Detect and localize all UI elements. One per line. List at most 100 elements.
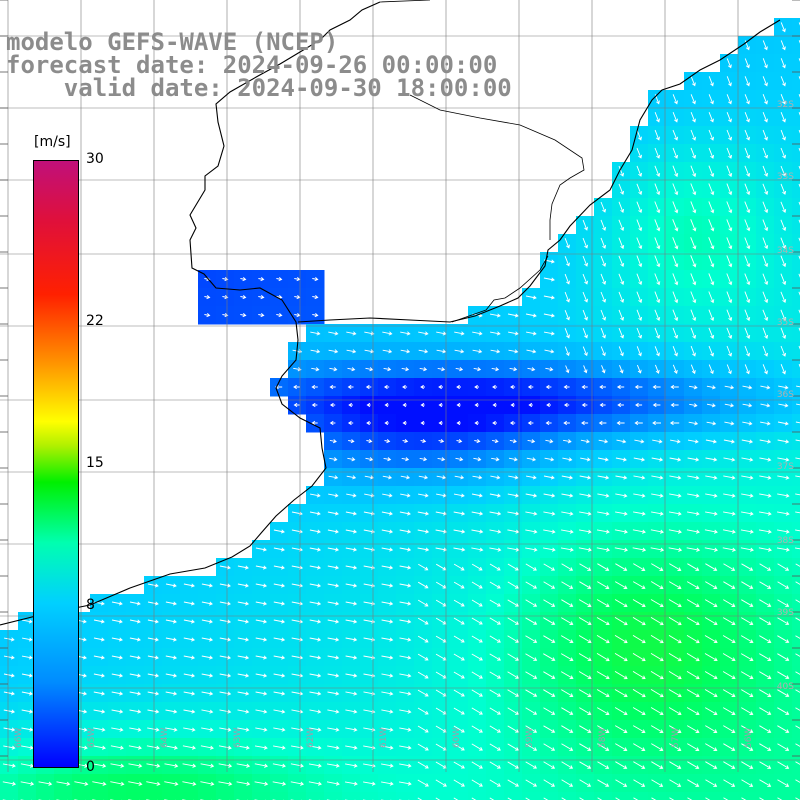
latitude-label: 38S (776, 536, 794, 546)
wind-arrow (93, 637, 105, 642)
wind-arrow (490, 475, 501, 480)
wind-arrow (633, 457, 646, 462)
wind-arrow (618, 273, 625, 285)
wind-arrow (636, 364, 642, 374)
wind-arrow (561, 725, 574, 733)
wind-arrow (651, 797, 657, 800)
wind-arrow (618, 309, 625, 321)
wind-arrow (777, 493, 790, 498)
wind-arrow (310, 493, 321, 498)
wind-arrow (310, 331, 321, 336)
wind-arrow (762, 76, 768, 87)
wind-arrow (381, 601, 394, 606)
wind-arrow (543, 313, 555, 318)
wind-arrow (777, 635, 790, 643)
wind-arrow (668, 725, 682, 733)
wind-arrow (399, 547, 412, 552)
wind-arrow (164, 745, 178, 750)
title-forecast-date: forecast date: 2024-09-26 00:00:00 (6, 51, 498, 79)
wind-arrow (762, 147, 769, 159)
wind-arrow (759, 475, 772, 480)
wind-arrow (579, 493, 592, 498)
wind-arrow (705, 761, 718, 769)
wind-arrow (579, 475, 592, 480)
wind-arrow (741, 707, 754, 715)
wind-arrow (255, 655, 268, 660)
wind-arrow (708, 327, 715, 339)
wind-arrow (633, 743, 646, 751)
wind-arrow (759, 689, 772, 697)
wind-arrow (579, 797, 585, 800)
wind-arrow (525, 797, 531, 800)
wind-arrow (255, 727, 268, 732)
wind-arrow (183, 583, 195, 588)
wind-arrow (651, 457, 664, 462)
wind-arrow (381, 781, 394, 786)
wind-arrow (507, 725, 520, 733)
wind-arrow (543, 599, 556, 607)
wind-arrow (435, 529, 448, 534)
wind-arrow (201, 727, 214, 732)
wind-arrow (454, 475, 465, 480)
wind-arrow (777, 581, 790, 589)
wind-arrow (381, 763, 394, 768)
wind-arrow (777, 653, 790, 661)
wind-arrow (726, 201, 733, 214)
wind-cell (792, 630, 800, 649)
wind-arrow (365, 457, 374, 462)
wind-arrow (399, 583, 412, 588)
wind-arrow (471, 689, 483, 697)
wind-arrow (668, 547, 683, 552)
wind-arrow (708, 201, 715, 214)
wind-arrow (616, 420, 625, 426)
wind-arrow (722, 653, 736, 662)
longitude-label: 59W (525, 727, 535, 748)
wind-arrows (2, 22, 800, 800)
wind-arrow (345, 637, 358, 642)
wind-cell (90, 792, 109, 800)
wind-arrow (402, 384, 408, 390)
wind-arrow (219, 601, 231, 606)
wind-arrow (492, 420, 497, 426)
wind-arrow (272, 763, 286, 768)
wind-arrow (146, 763, 161, 768)
wind-arrow (560, 547, 574, 552)
wind-arrow (704, 689, 718, 698)
wind-arrow (654, 129, 660, 141)
wind-arrow (255, 691, 268, 696)
longitude-label: 62W (306, 727, 316, 748)
wind-arrow (669, 493, 682, 498)
wind-arrow (363, 511, 375, 516)
wind-arrow (509, 439, 517, 444)
wind-arrow (543, 475, 555, 480)
wind-arrow (633, 511, 646, 516)
wind-arrow (744, 345, 751, 357)
wind-arrow (291, 691, 304, 696)
wind-arrow (345, 601, 358, 606)
wind-arrow (381, 637, 394, 642)
wind-arrow (273, 745, 286, 750)
wind-arrow (525, 671, 538, 679)
wind-arrow (111, 619, 123, 624)
wind-arrow (293, 402, 300, 408)
wind-arrow (723, 779, 736, 787)
wind-arrow (273, 565, 285, 570)
wind-arrow (402, 402, 407, 408)
wind-arrow (726, 76, 732, 87)
wind-arrow (471, 617, 483, 625)
wind-cell (306, 792, 325, 800)
wind-arrow (543, 529, 556, 534)
wind-cell (54, 792, 73, 800)
wind-arrow (489, 743, 501, 751)
wind-arrow (543, 295, 555, 300)
wind-arrow (471, 653, 483, 661)
wind-arrow (22, 637, 33, 642)
wind-arrow (201, 691, 214, 696)
wind-arrow (381, 727, 394, 732)
wind-cell (684, 792, 703, 800)
wind-arrow (795, 457, 800, 460)
wind-arrow (510, 384, 516, 390)
wind-arrow (345, 709, 358, 714)
wind-arrow (327, 547, 340, 552)
wind-arrow (705, 493, 718, 498)
